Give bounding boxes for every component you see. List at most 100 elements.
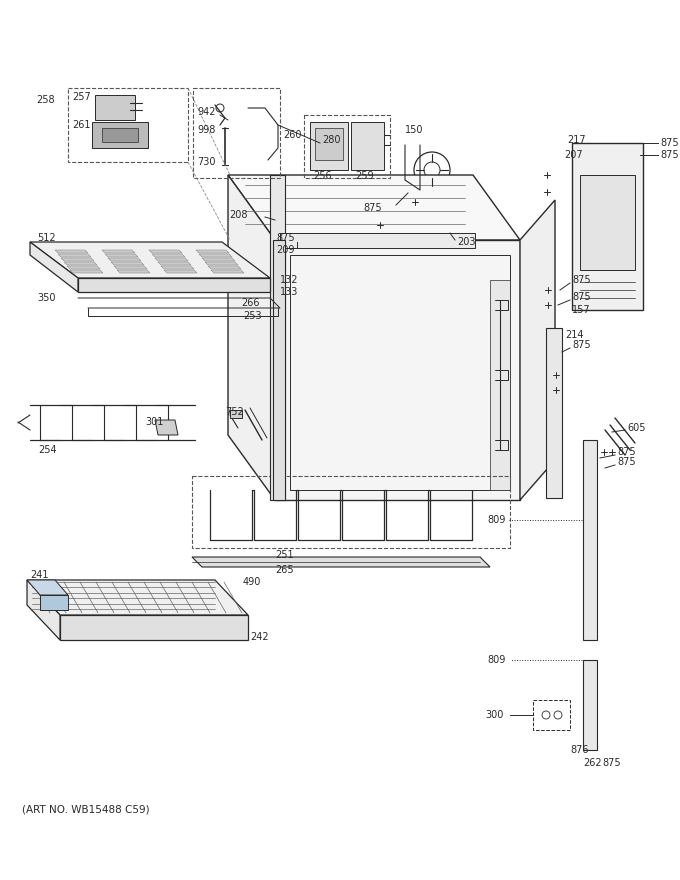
Polygon shape: [114, 266, 147, 269]
Text: 875: 875: [617, 447, 636, 457]
Polygon shape: [111, 262, 144, 265]
Text: 512: 512: [37, 233, 56, 243]
Text: 809: 809: [488, 515, 506, 525]
Polygon shape: [164, 270, 197, 273]
Text: 875: 875: [660, 138, 679, 148]
Text: 260: 260: [284, 130, 302, 140]
Text: 605: 605: [627, 423, 645, 433]
Polygon shape: [158, 262, 191, 265]
Polygon shape: [60, 615, 248, 640]
Text: 876: 876: [570, 745, 588, 755]
Polygon shape: [490, 280, 510, 490]
Text: 242: 242: [250, 632, 269, 642]
Polygon shape: [102, 128, 138, 142]
Text: 266: 266: [241, 298, 260, 308]
Text: 875: 875: [617, 457, 636, 467]
Text: 257: 257: [72, 92, 90, 102]
Text: 350: 350: [37, 293, 56, 303]
Text: 133: 133: [280, 287, 299, 297]
Text: 875: 875: [572, 275, 591, 285]
Text: 253: 253: [243, 311, 262, 321]
Text: 259: 259: [355, 171, 373, 181]
Text: 132: 132: [280, 275, 299, 285]
Text: 875: 875: [572, 340, 591, 350]
Text: 208: 208: [230, 210, 248, 220]
Polygon shape: [205, 262, 238, 265]
Polygon shape: [580, 175, 635, 270]
Polygon shape: [105, 254, 138, 257]
Text: 217: 217: [567, 135, 585, 145]
Text: 875: 875: [572, 292, 591, 302]
Polygon shape: [61, 258, 94, 261]
Polygon shape: [95, 95, 135, 120]
Polygon shape: [211, 270, 244, 273]
Polygon shape: [196, 250, 229, 253]
Text: 262: 262: [583, 758, 602, 768]
Text: 261: 261: [72, 120, 90, 130]
Polygon shape: [161, 266, 194, 269]
Polygon shape: [102, 250, 135, 253]
Text: 258: 258: [36, 95, 55, 105]
Polygon shape: [70, 270, 103, 273]
Text: 251: 251: [275, 550, 294, 560]
Polygon shape: [228, 175, 275, 500]
Text: 254: 254: [38, 445, 56, 455]
Polygon shape: [155, 420, 178, 435]
Polygon shape: [199, 254, 232, 257]
Polygon shape: [55, 250, 88, 253]
Polygon shape: [27, 580, 60, 640]
Polygon shape: [149, 250, 182, 253]
Polygon shape: [310, 122, 348, 170]
Text: 730: 730: [197, 157, 216, 167]
Text: 157: 157: [572, 305, 591, 315]
Text: 207: 207: [564, 150, 583, 160]
Polygon shape: [58, 254, 91, 257]
Polygon shape: [273, 240, 285, 500]
Polygon shape: [280, 233, 475, 248]
Text: (ART NO. WB15488 C59): (ART NO. WB15488 C59): [22, 805, 150, 815]
Polygon shape: [155, 258, 188, 261]
Polygon shape: [78, 278, 270, 292]
Text: 280: 280: [322, 135, 341, 145]
Polygon shape: [30, 242, 270, 278]
Polygon shape: [230, 410, 242, 418]
Polygon shape: [108, 258, 141, 261]
Polygon shape: [202, 258, 235, 261]
Polygon shape: [583, 660, 597, 750]
Polygon shape: [30, 242, 78, 292]
Text: 265: 265: [275, 565, 294, 575]
Text: 256: 256: [313, 171, 332, 181]
Polygon shape: [208, 266, 241, 269]
Polygon shape: [64, 262, 97, 265]
Polygon shape: [92, 122, 148, 148]
Text: 203: 203: [457, 237, 475, 247]
Polygon shape: [67, 266, 100, 269]
Text: 875: 875: [276, 233, 295, 243]
Polygon shape: [572, 143, 643, 310]
Text: 241: 241: [30, 570, 48, 580]
Polygon shape: [152, 254, 185, 257]
Text: 752: 752: [225, 407, 243, 417]
Text: 214: 214: [565, 330, 583, 340]
Polygon shape: [546, 328, 562, 498]
Text: 942: 942: [197, 107, 216, 117]
Text: 875: 875: [363, 203, 382, 213]
Text: 301: 301: [145, 417, 163, 427]
Text: 490: 490: [243, 577, 261, 587]
Polygon shape: [27, 580, 248, 615]
Polygon shape: [583, 440, 597, 640]
Polygon shape: [40, 595, 68, 610]
Polygon shape: [27, 580, 68, 595]
Polygon shape: [270, 175, 285, 500]
Polygon shape: [520, 200, 555, 500]
Text: 809: 809: [488, 655, 506, 665]
Text: 300: 300: [486, 710, 504, 720]
Text: 998: 998: [197, 125, 216, 135]
Polygon shape: [315, 128, 343, 160]
Polygon shape: [192, 557, 490, 567]
Text: 209: 209: [277, 245, 295, 255]
Polygon shape: [117, 270, 150, 273]
Polygon shape: [351, 122, 384, 170]
Text: 875: 875: [602, 758, 621, 768]
Polygon shape: [275, 240, 520, 500]
